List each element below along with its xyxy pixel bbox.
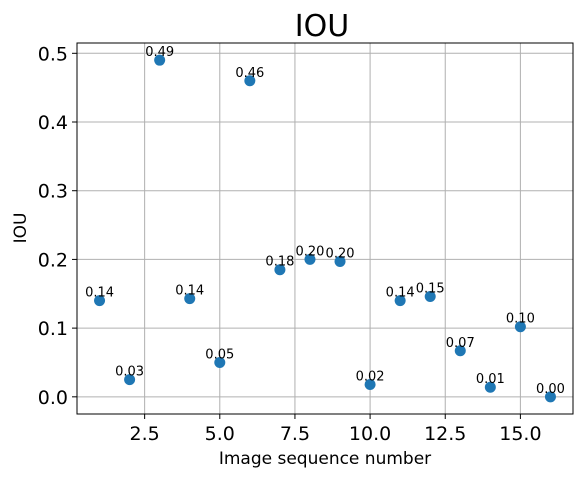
data-point-label: 0.15 <box>416 282 445 297</box>
data-point-label: 0.10 <box>506 312 535 327</box>
points-layer <box>94 54 556 403</box>
data-point-label: 0.03 <box>115 365 144 380</box>
y-tick-label: 0.1 <box>38 318 68 340</box>
data-point-label: 0.20 <box>295 244 324 259</box>
data-point <box>514 321 526 333</box>
chart-title: IOU <box>295 9 349 44</box>
data-point-label: 0.05 <box>205 347 234 362</box>
data-labels-layer: 0.140.030.490.140.050.460.180.20 0.200.02… <box>85 45 565 397</box>
data-point <box>94 295 106 307</box>
y-tick-label: 0.4 <box>38 112 68 134</box>
data-point <box>244 75 256 87</box>
data-point-label: 0.20 <box>326 246 355 261</box>
data-point-label: 0.18 <box>265 255 294 270</box>
x-tick-label: 7.5 <box>280 423 310 445</box>
data-point <box>334 255 346 267</box>
data-point <box>304 253 316 265</box>
data-point <box>214 356 226 368</box>
x-tick-label: 15.0 <box>499 423 541 445</box>
y-tick-label: 0.5 <box>38 43 68 65</box>
data-point-label: 0.00 <box>536 382 565 397</box>
data-point <box>274 264 286 276</box>
data-point-label: 0.14 <box>85 286 114 301</box>
y-tick-label: 0.0 <box>38 387 68 409</box>
y-tick-label: 0.3 <box>38 181 68 203</box>
grid-layer <box>77 43 573 414</box>
data-point-label: 0.02 <box>356 369 385 384</box>
data-point <box>424 291 436 303</box>
plot-frame <box>76 42 574 415</box>
data-point-label: 0.14 <box>175 284 204 299</box>
data-point <box>154 54 166 66</box>
data-point-label: 0.14 <box>386 286 415 301</box>
data-point <box>364 378 376 390</box>
data-point-label: 0.49 <box>145 45 174 60</box>
data-point-label: 0.01 <box>476 372 505 387</box>
data-point-label: 0.46 <box>235 66 264 81</box>
x-axis-label: Image sequence number <box>219 449 431 469</box>
data-point <box>394 295 406 307</box>
y-axis-label: IOU <box>11 213 31 244</box>
ticks-layer: 2.5 5.0 7.5 10.0 12.5 15.0 0.0 0.1 0.2 0.3 0.4 0.5 <box>38 43 542 445</box>
data-point <box>454 345 466 357</box>
x-tick-label: 5.0 <box>205 423 235 445</box>
data-point <box>124 374 136 386</box>
data-point <box>544 391 556 403</box>
data-point <box>484 381 496 393</box>
data-point <box>184 293 196 305</box>
x-tick-label: 12.5 <box>424 423 466 445</box>
x-tick-label: 10.0 <box>349 423 391 445</box>
y-tick-label: 0.2 <box>38 249 68 271</box>
data-point-label: 0.07 <box>446 336 475 351</box>
x-tick-label: 2.5 <box>130 423 160 445</box>
